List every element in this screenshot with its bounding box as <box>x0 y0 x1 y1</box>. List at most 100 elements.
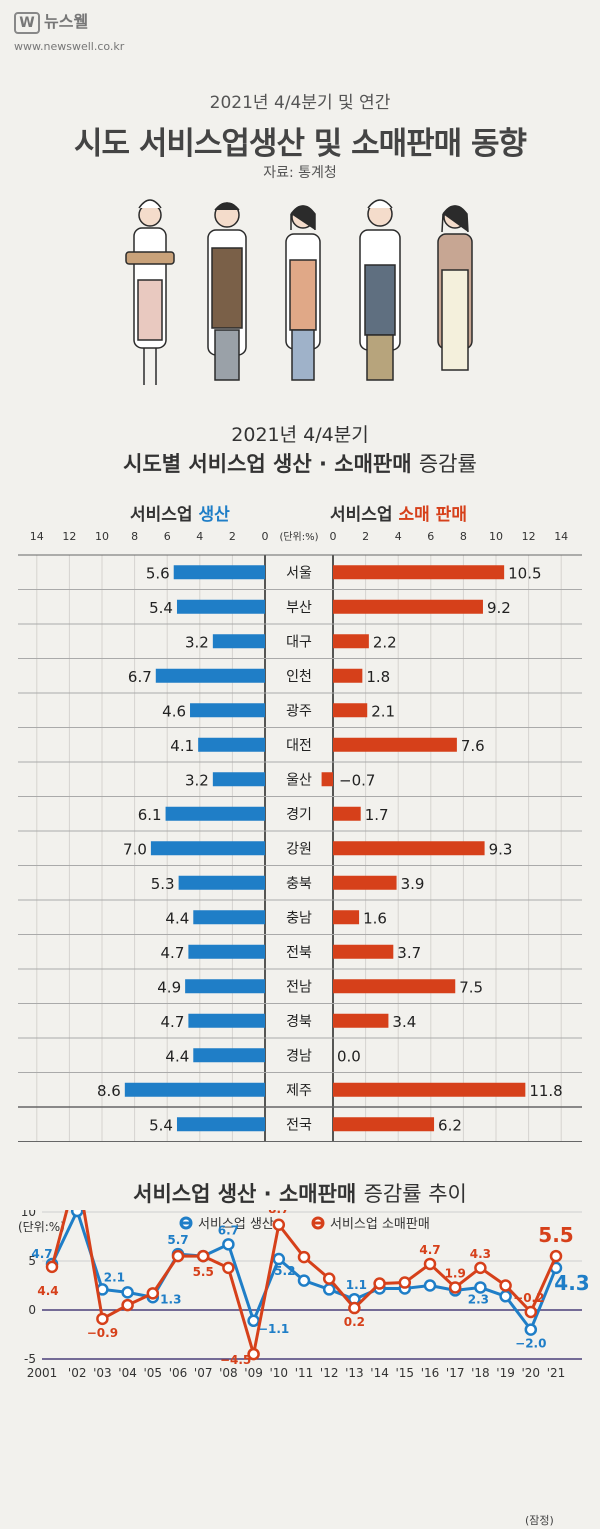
region-label: 인천 <box>286 669 312 685</box>
service-data-label: 4.3 <box>554 1271 589 1295</box>
source-note: 자료: 통계청 <box>263 165 337 181</box>
left-axis-tick: 2 <box>229 530 236 543</box>
region-label: 울산 <box>286 772 312 788</box>
service-data-label: 1.1 <box>346 1278 367 1292</box>
service-data-label: 4.7 <box>31 1247 52 1261</box>
right-axis-tick: 8 <box>460 530 467 543</box>
right-axis-tick: 12 <box>522 530 536 543</box>
retail-data-label: 4.4 <box>37 1284 58 1298</box>
right-axis-tick: 4 <box>395 530 402 543</box>
retail-value-label: 11.8 <box>529 1082 562 1100</box>
retail-value-label: 0.0 <box>337 1047 361 1065</box>
service-bar <box>124 1082 265 1097</box>
section2-title-light: 증감률 <box>418 452 477 476</box>
service-bar <box>188 1013 265 1028</box>
service-data-label: 5.7 <box>167 1233 188 1247</box>
section3-title-light: 증감률 추이 <box>363 1182 467 1206</box>
retail-bar <box>333 737 457 752</box>
retail-bar <box>333 1082 526 1097</box>
x-tick-label: '08 <box>219 1366 238 1380</box>
y-tick-label: 5 <box>28 1254 36 1268</box>
right-axis-tick: 6 <box>427 530 434 543</box>
left-axis-tick: 10 <box>95 530 109 543</box>
service-bar <box>178 875 265 890</box>
retail-value-label: 3.7 <box>397 944 421 962</box>
left-axis-tick: 6 <box>164 530 171 543</box>
site-url[interactable]: www.newswell.co.kr <box>14 40 125 53</box>
x-tick-label: '21 <box>547 1366 566 1380</box>
logo-text: 뉴스웰 <box>44 12 89 31</box>
regional-bar-chart: 14 12 10 8 6 4 2 0 0 2 4 6 8 10 12 14 (단위:%) 서울 5.6 10.5 부산 5… <box>18 530 582 1142</box>
retail-data-label: 4.3 <box>470 1247 491 1261</box>
service-value-label: 3.2 <box>185 771 209 789</box>
legend-service-b: 생산 <box>198 505 230 525</box>
region-label: 서울 <box>286 565 312 581</box>
service-data-label: 5.2 <box>274 1264 295 1278</box>
service-bar <box>193 1048 265 1063</box>
x-tick-label: '06 <box>169 1366 188 1380</box>
legend-service: 서비스업 생산 <box>130 500 230 525</box>
service-data-label: 1.3 <box>160 1292 181 1306</box>
service-value-label: 5.6 <box>146 564 170 582</box>
service-bar <box>193 910 265 925</box>
retail-data-label: −4.5 <box>220 1353 251 1367</box>
service-data-label: 6.7 <box>218 1223 239 1237</box>
x-tick-label: '12 <box>320 1366 339 1380</box>
worker-figure <box>125 199 473 385</box>
x-tick-label: '04 <box>118 1366 137 1380</box>
retail-point <box>272 1218 286 1231</box>
subtitle: 2021년 4/4분기 및 연간 <box>209 93 391 113</box>
retail-value-label: 7.5 <box>459 978 483 996</box>
service-data-label: −1.1 <box>258 1322 289 1336</box>
region-label: 강원 <box>286 841 312 857</box>
service-value-label: 3.2 <box>185 633 209 651</box>
retail-bar <box>333 565 505 580</box>
x-tick-label: '05 <box>144 1366 163 1380</box>
region-label: 경남 <box>286 1048 312 1064</box>
retail-bar <box>333 703 368 718</box>
workers-illustration <box>125 199 473 385</box>
x-tick-label: '20 <box>522 1366 541 1380</box>
retail-point <box>322 1272 336 1285</box>
retail-data-label: −0.2 <box>513 1291 544 1305</box>
w-logo-icon: W <box>14 11 40 34</box>
left-axis-tick: 12 <box>62 530 76 543</box>
section2-title: 시도별 서비스업 생산 · 소매판매 증감률 <box>0 448 600 478</box>
section3-title: 서비스업 생산 · 소매판매 증감률 추이 <box>0 1178 600 1208</box>
right-axis-tick: 10 <box>489 530 503 543</box>
newswell-logo[interactable]: W 뉴스웰 <box>14 8 88 34</box>
x-tick-label: '11 <box>295 1366 314 1380</box>
service-data-label: 2.3 <box>468 1292 489 1306</box>
retail-point <box>549 1249 563 1263</box>
service-point <box>272 1252 286 1266</box>
region-label: 제주 <box>286 1083 312 1099</box>
retail-value-label: 1.6 <box>363 909 387 927</box>
service-bar <box>176 599 265 614</box>
legend-retail-b: 소매 판매 <box>398 505 467 525</box>
retail-value-label: 9.2 <box>487 599 511 617</box>
x-tick-label: '03 <box>93 1366 112 1380</box>
retail-point <box>448 1281 462 1294</box>
legend-service-a: 서비스업 <box>130 505 193 525</box>
x-tick-label: '10 <box>270 1366 289 1380</box>
section2-title-bold: 시도별 서비스업 생산 · 소매판매 <box>123 452 412 476</box>
service-bar <box>190 703 265 718</box>
retail-point <box>247 1347 260 1361</box>
service-data-label: −2.0 <box>515 1337 546 1351</box>
x-tick-label: '14 <box>370 1366 389 1380</box>
legend-retail-label: 서비스업 소매판매 <box>330 1217 430 1232</box>
right-axis-tick: 2 <box>362 530 369 543</box>
retail-bar <box>333 1117 435 1132</box>
region-label: 경북 <box>286 1014 312 1030</box>
retail-value-label: 7.6 <box>461 737 485 755</box>
region-label: 부산 <box>286 600 312 616</box>
retail-bar <box>333 841 485 856</box>
service-bar <box>198 737 265 752</box>
service-point <box>499 1290 512 1303</box>
retail-value-label: 1.7 <box>365 806 389 824</box>
retail-data-label: −0.9 <box>87 1326 118 1340</box>
service-value-label: 4.7 <box>161 944 185 962</box>
service-bar <box>212 634 265 649</box>
service-bar <box>185 979 265 994</box>
